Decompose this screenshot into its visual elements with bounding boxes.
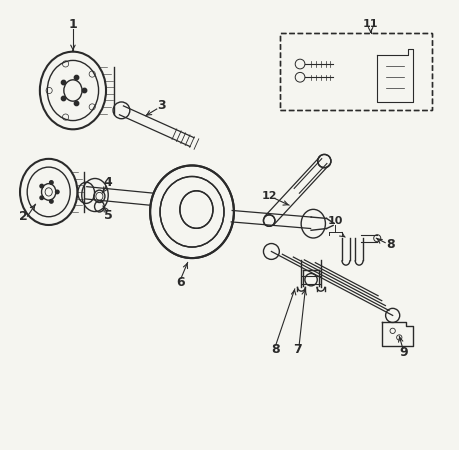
Bar — [280, 33, 432, 110]
Text: 11: 11 — [363, 19, 378, 29]
Text: 9: 9 — [399, 346, 408, 360]
Polygon shape — [302, 276, 320, 284]
Text: 4: 4 — [104, 176, 112, 189]
Circle shape — [50, 181, 53, 184]
Text: 8: 8 — [386, 238, 395, 252]
Text: 3: 3 — [157, 99, 165, 112]
Text: 1: 1 — [68, 18, 77, 31]
Text: 7: 7 — [293, 343, 302, 356]
Circle shape — [62, 96, 66, 101]
Circle shape — [82, 88, 87, 93]
Circle shape — [50, 200, 53, 203]
Polygon shape — [265, 157, 329, 225]
Text: 5: 5 — [104, 209, 112, 222]
Text: 2: 2 — [19, 210, 28, 223]
Text: 6: 6 — [177, 276, 185, 289]
Circle shape — [56, 190, 59, 194]
Circle shape — [40, 196, 44, 199]
Polygon shape — [119, 106, 194, 147]
Polygon shape — [361, 235, 377, 242]
Text: 10: 10 — [328, 216, 343, 226]
Bar — [280, 33, 432, 110]
Text: 12: 12 — [262, 191, 277, 201]
Circle shape — [40, 184, 44, 188]
Polygon shape — [294, 159, 327, 193]
Text: 8: 8 — [271, 343, 280, 356]
Circle shape — [74, 75, 79, 80]
Ellipse shape — [150, 166, 234, 258]
Polygon shape — [85, 187, 168, 207]
Polygon shape — [231, 211, 312, 229]
Bar — [280, 33, 432, 110]
Circle shape — [62, 80, 66, 85]
Circle shape — [74, 101, 79, 106]
